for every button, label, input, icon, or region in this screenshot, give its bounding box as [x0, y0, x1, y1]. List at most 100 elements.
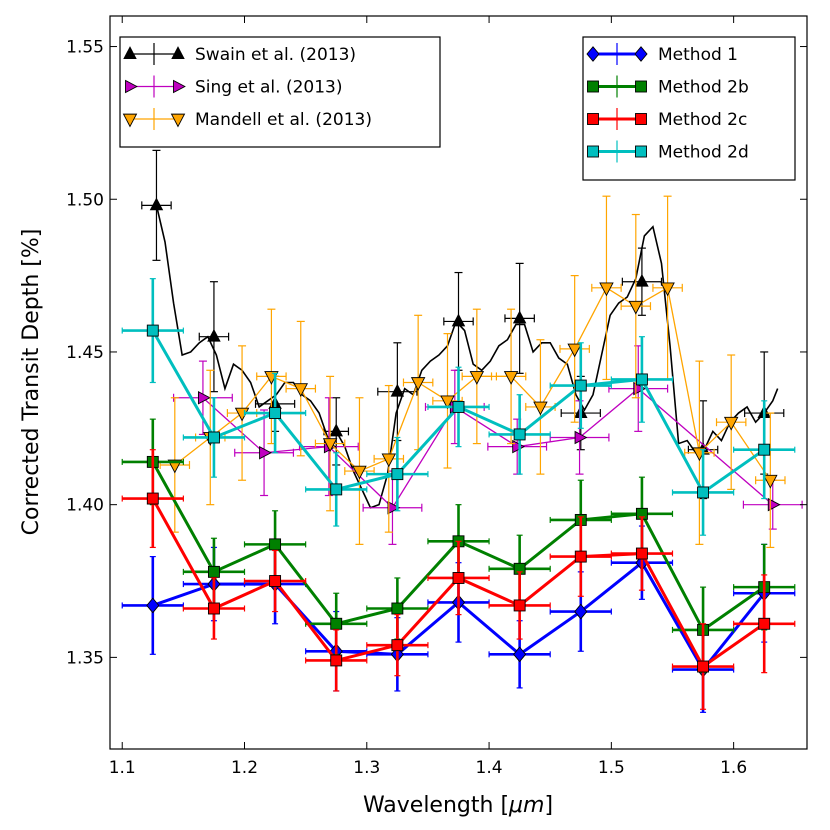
sing-et-al-2013-point	[197, 391, 211, 405]
legend-marker	[170, 113, 186, 128]
plot-area	[121, 149, 803, 713]
method-2c-series	[121, 449, 796, 710]
legends: Swain et al. (2013) Sing et al. (2013) Man…	[119, 36, 796, 181]
mandell-et-al-2013-point	[322, 438, 338, 453]
method-2c-point	[574, 550, 587, 563]
legend-marker	[586, 46, 600, 62]
method-2c-point	[146, 492, 159, 505]
x-axis-label-close: ]	[544, 793, 553, 818]
x-tick-label: 1.6	[720, 758, 747, 778]
legend-marker	[587, 145, 599, 158]
legend-entry-sing-et-al-2013: Sing et al. (2013)	[125, 75, 343, 98]
legend-box	[582, 36, 796, 181]
legend-marker	[173, 79, 186, 94]
legend-label: Mandell et al. (2013)	[195, 110, 372, 130]
mandell-et-al-2013-point	[628, 300, 644, 315]
legend-entry-method-1: Method 1	[586, 43, 738, 65]
method-1-point	[513, 646, 527, 663]
legend-marker	[587, 113, 599, 125]
legend-marker	[122, 113, 138, 128]
legend-marker	[635, 113, 647, 125]
x-tick-label: 1.3	[353, 758, 380, 778]
mandell-et-al-2013-point	[293, 383, 309, 398]
mandell-et-al-2013-point	[723, 416, 739, 431]
method-2b-point	[269, 538, 282, 551]
method-2d-point	[574, 379, 587, 392]
legend-entry-method-2c: Method 2c	[587, 108, 747, 130]
method-2d-point	[391, 468, 404, 481]
method-2c-point	[635, 547, 648, 560]
swain-et-al-2013-point	[635, 273, 649, 287]
x-axis-label: Wavelength [μm]	[363, 793, 553, 818]
mandell-et-al-2013-point	[440, 395, 455, 410]
method-2c-point	[758, 617, 771, 630]
swain-et-al-2013-series	[141, 149, 785, 500]
method-2c-point	[452, 572, 465, 584]
method-2d-point	[513, 428, 526, 441]
method-2c-point	[207, 602, 220, 615]
x-tick-label: 1.4	[476, 758, 503, 778]
method-2d-point	[207, 431, 220, 444]
y-tick-label: 1.35	[66, 648, 104, 668]
y-tick-label: 1.55	[66, 38, 104, 58]
legend-top-left: Swain et al. (2013) Sing et al. (2013) Man…	[119, 36, 441, 148]
legend-label: Swain et al. (2013)	[195, 45, 356, 65]
method-2b-point	[330, 617, 343, 630]
y-tick-label: 1.50	[66, 190, 104, 210]
legend-label: Method 2c	[658, 110, 747, 130]
x-tick-label: 1.2	[231, 758, 258, 778]
mandell-et-al-2013-point	[381, 453, 397, 468]
method-2d-point	[758, 443, 771, 456]
swain-et-al-2013-point	[329, 423, 343, 437]
legend-label: Sing et al. (2013)	[195, 78, 343, 98]
legend-top-right: Method 1 Method 2b Method 2c Method 2d	[582, 36, 796, 181]
legend-marker	[123, 46, 137, 59]
swain-et-al-2013-point	[512, 310, 527, 324]
legend-label: Method 2d	[658, 143, 749, 163]
mandell-et-al-2013-point	[410, 377, 426, 391]
legend-marker	[634, 46, 648, 62]
legend-entry-swain-et-al-2013: Swain et al. (2013)	[123, 43, 356, 65]
method-2c-point	[513, 599, 526, 612]
method-2c-point	[269, 575, 282, 587]
y-tick-label: 1.40	[66, 496, 104, 516]
plot-frame	[109, 15, 808, 750]
mandell-et-al-2013-series	[159, 195, 786, 549]
method-2d-point	[269, 407, 282, 419]
mandell-et-al-2013-point	[503, 371, 519, 385]
method-2d-point	[146, 324, 159, 337]
swain-et-al-2013-point	[207, 328, 221, 342]
axis-ticks: 1.1 1.2 1.3 1.4 1.5 1.6 1.35 1.40 1.45 1.50 1.55	[66, 16, 807, 778]
x-axis-label-text: Wavelength [	[363, 793, 509, 818]
x-axis-label-unit: μm	[508, 793, 544, 818]
method-2d-point	[635, 373, 648, 386]
method-2c-point	[391, 639, 404, 652]
method-2c-point	[330, 654, 343, 667]
legend-marker	[635, 80, 647, 93]
mandell-et-al-2013-point	[533, 401, 548, 416]
mandell-et-al-2013-point	[469, 371, 485, 385]
y-tick-label: 1.45	[66, 343, 104, 363]
x-tick-label: 1.5	[598, 758, 625, 778]
sing-et-al-2013-point	[633, 381, 647, 396]
swain-et-al-2013-point	[149, 197, 164, 211]
legend-marker	[635, 145, 647, 158]
mandell-et-al-2013-point	[763, 474, 778, 489]
method-2d-point	[452, 400, 465, 413]
mandell-et-al-2013-point	[234, 407, 250, 422]
mandell-et-al-2013-point	[352, 465, 367, 480]
method-2d-point	[697, 486, 710, 499]
mandell-et-al-2013-point	[567, 343, 582, 358]
method-1-point	[146, 597, 160, 614]
sing-et-al-2013-point	[767, 497, 781, 512]
method-2b-point	[207, 565, 220, 578]
legend-marker	[587, 80, 599, 93]
y-axis-label: Corrected Transit Depth [%]	[19, 229, 44, 536]
x-tick-label: 1.1	[109, 758, 136, 778]
mandell-et-al-2013-point	[599, 282, 614, 297]
legend-label: Method 1	[658, 45, 738, 65]
sing-et-al-2013-point	[259, 446, 272, 460]
method-2d-point	[330, 483, 343, 496]
legend-label: Method 2b	[658, 78, 749, 98]
